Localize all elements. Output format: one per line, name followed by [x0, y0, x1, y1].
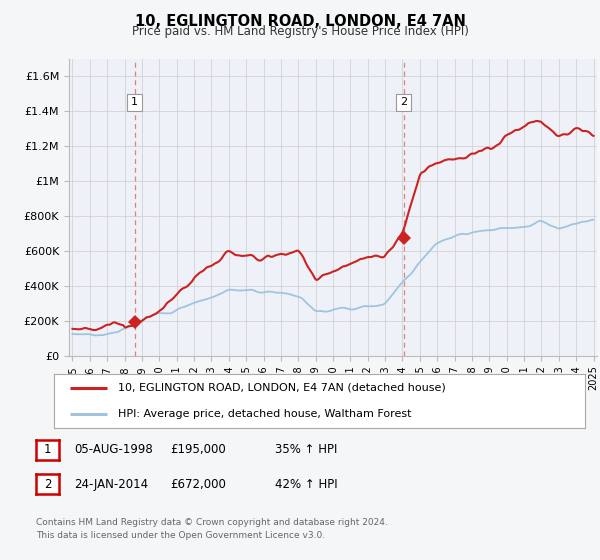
- Text: Contains HM Land Registry data © Crown copyright and database right 2024.
This d: Contains HM Land Registry data © Crown c…: [36, 518, 388, 539]
- Text: 2: 2: [44, 478, 51, 491]
- Text: 1: 1: [44, 443, 51, 456]
- Text: 24-JAN-2014: 24-JAN-2014: [74, 478, 148, 491]
- Text: Price paid vs. HM Land Registry's House Price Index (HPI): Price paid vs. HM Land Registry's House …: [131, 25, 469, 38]
- Text: 10, EGLINGTON ROAD, LONDON, E4 7AN: 10, EGLINGTON ROAD, LONDON, E4 7AN: [134, 14, 466, 29]
- Text: 2: 2: [400, 97, 407, 108]
- Text: 05-AUG-1998: 05-AUG-1998: [74, 443, 152, 456]
- Text: HPI: Average price, detached house, Waltham Forest: HPI: Average price, detached house, Walt…: [118, 409, 411, 419]
- Text: £195,000: £195,000: [170, 443, 226, 456]
- Text: 10, EGLINGTON ROAD, LONDON, E4 7AN (detached house): 10, EGLINGTON ROAD, LONDON, E4 7AN (deta…: [118, 383, 445, 393]
- Text: 42% ↑ HPI: 42% ↑ HPI: [275, 478, 337, 491]
- Text: 1: 1: [131, 97, 139, 108]
- Text: £672,000: £672,000: [170, 478, 226, 491]
- Text: 35% ↑ HPI: 35% ↑ HPI: [275, 443, 337, 456]
